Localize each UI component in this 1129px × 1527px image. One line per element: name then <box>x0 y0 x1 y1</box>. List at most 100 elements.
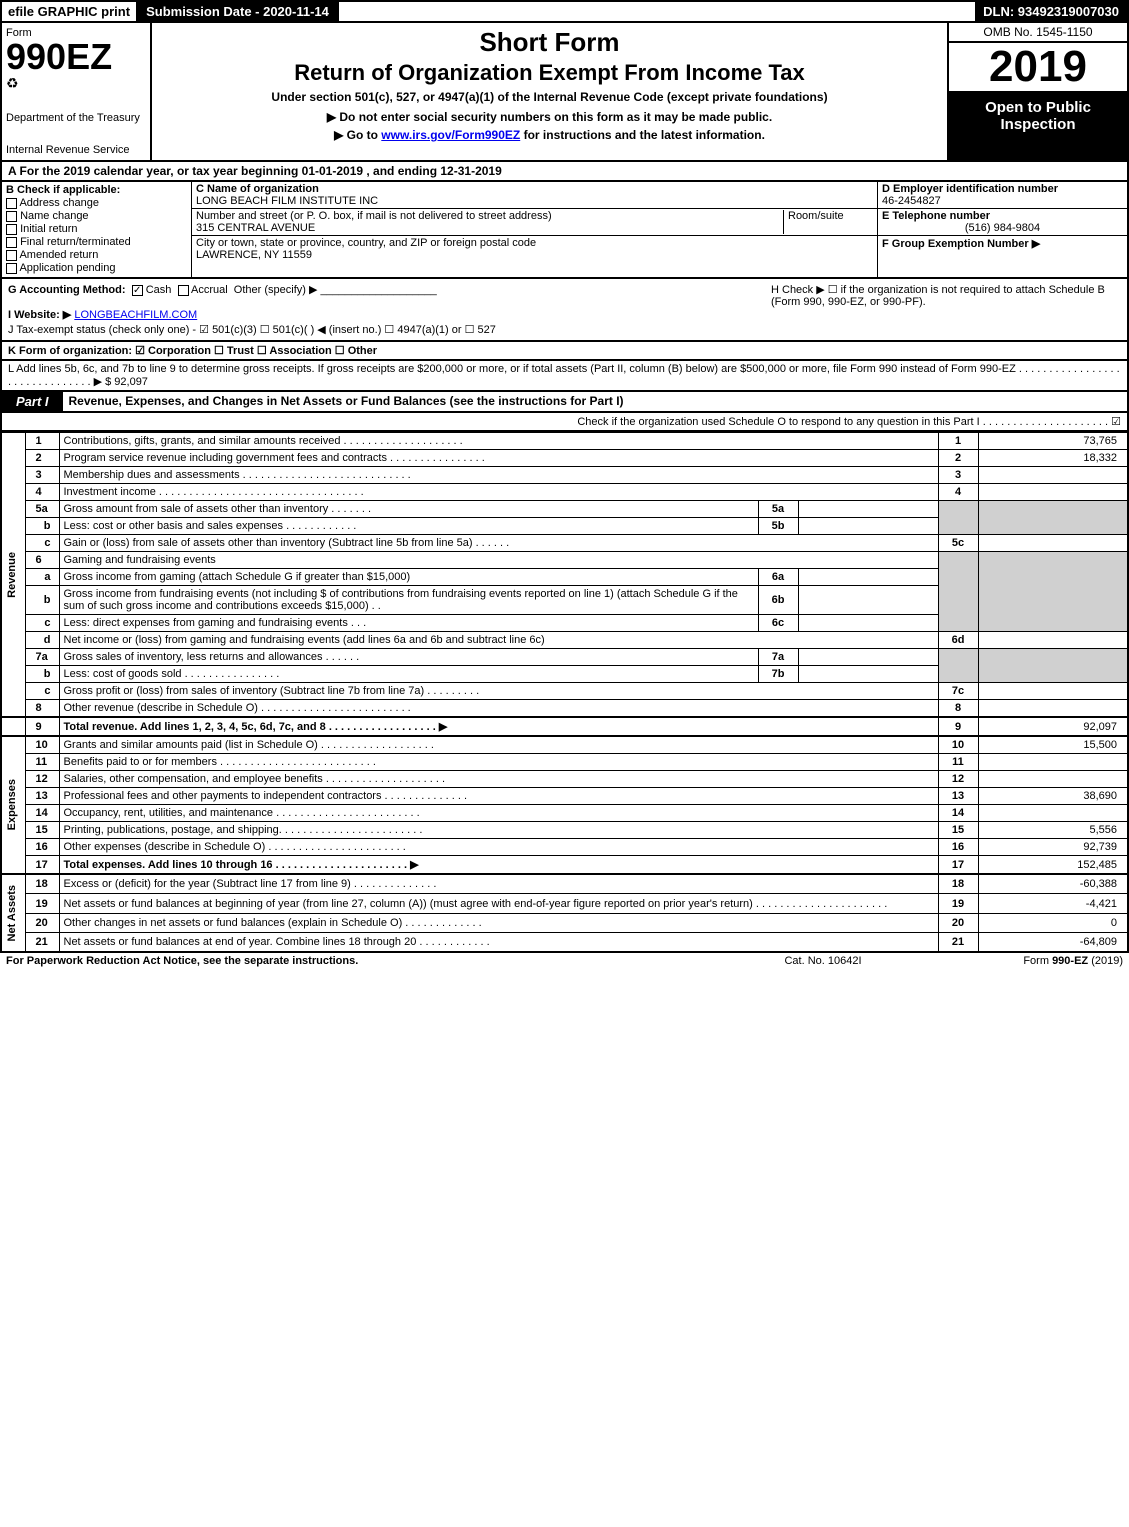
chk-amended[interactable]: Amended return <box>6 249 187 261</box>
chk-name[interactable]: Name change <box>6 210 187 222</box>
num-19: 19 <box>938 894 978 913</box>
shade-6v <box>978 552 1128 632</box>
ln-11: 11 <box>25 754 59 771</box>
num-2: 2 <box>938 450 978 467</box>
box-b: B Check if applicable: Address change Na… <box>2 182 192 277</box>
mval-6a <box>798 569 938 586</box>
desc-2: Program service revenue including govern… <box>59 450 938 467</box>
num-9: 9 <box>938 717 978 736</box>
mval-5a <box>798 501 938 518</box>
desc-12: Salaries, other compensation, and employ… <box>59 771 938 788</box>
ln-5b: b <box>25 518 59 535</box>
chk-pending[interactable]: Application pending <box>6 262 187 274</box>
rev-bottom <box>1 717 25 736</box>
line-a: A For the 2019 calendar year, or tax yea… <box>0 162 1129 182</box>
mval-7a <box>798 649 938 666</box>
line-j: J Tax-exempt status (check only one) - ☑… <box>8 323 771 336</box>
desc-6a: Gross income from gaming (attach Schedul… <box>59 569 758 586</box>
ln-6d: d <box>25 632 59 649</box>
val-21: -64,809 <box>978 933 1128 953</box>
ln-12: 12 <box>25 771 59 788</box>
box-def: D Employer identification number 46-2454… <box>877 182 1127 277</box>
irs-link[interactable]: www.irs.gov/Form990EZ <box>381 128 520 142</box>
num-13: 13 <box>938 788 978 805</box>
val-20: 0 <box>978 913 1128 932</box>
ln-19: 19 <box>25 894 59 913</box>
line-g: G Accounting Method: ✓ Cash Accrual Othe… <box>8 283 771 336</box>
num-14: 14 <box>938 805 978 822</box>
val-18: -60,388 <box>978 874 1128 894</box>
mini-7b: 7b <box>758 666 798 683</box>
desc-20: Other changes in net assets or fund bala… <box>59 913 938 932</box>
ln-8: 8 <box>25 700 59 718</box>
chk-address[interactable]: Address change <box>6 197 187 209</box>
desc-13: Professional fees and other payments to … <box>59 788 938 805</box>
val-6d <box>978 632 1128 649</box>
chk-amended-label: Amended return <box>19 249 98 261</box>
ein: 46-2454827 <box>882 195 1123 207</box>
val-14 <box>978 805 1128 822</box>
desc-14: Occupancy, rent, utilities, and maintena… <box>59 805 938 822</box>
addr-label: Number and street (or P. O. box, if mail… <box>196 210 783 222</box>
shade-7v <box>978 649 1128 683</box>
ln-7a: 7a <box>25 649 59 666</box>
val-7c <box>978 683 1128 700</box>
omb: OMB No. 1545-1150 <box>949 23 1127 43</box>
val-4 <box>978 484 1128 501</box>
chk-address-label: Address change <box>19 197 99 209</box>
shade-6 <box>938 552 978 632</box>
val-11 <box>978 754 1128 771</box>
irs: Internal Revenue Service <box>6 144 146 156</box>
e-label: E Telephone number <box>882 210 1123 222</box>
sub3-pre: ▶ Go to <box>334 128 381 142</box>
chk-final[interactable]: Final return/terminated <box>6 236 187 248</box>
d-label: D Employer identification number <box>882 183 1123 195</box>
chk-cash[interactable]: ✓ <box>132 285 143 296</box>
num-8: 8 <box>938 700 978 718</box>
ln-6: 6 <box>25 552 59 569</box>
num-7c: 7c <box>938 683 978 700</box>
section-b: B Check if applicable: Address change Na… <box>0 182 1129 279</box>
top-bar: efile GRAPHIC print Submission Date - 20… <box>0 0 1129 23</box>
val-1: 73,765 <box>978 433 1128 450</box>
desc-4: Investment income . . . . . . . . . . . … <box>59 484 938 501</box>
desc-6: Gaming and fundraising events <box>59 552 938 569</box>
desc-1: Contributions, gifts, grants, and simila… <box>59 433 938 450</box>
sub1: Under section 501(c), 527, or 4947(a)(1)… <box>160 90 939 104</box>
chk-initial[interactable]: Initial return <box>6 223 187 235</box>
tax-year: 2019 <box>949 43 1127 93</box>
sub3-post: for instructions and the latest informat… <box>520 128 765 142</box>
chk-initial-label: Initial return <box>20 223 77 235</box>
dln: DLN: 93492319007030 <box>975 2 1127 21</box>
num-4: 4 <box>938 484 978 501</box>
efile-label[interactable]: efile GRAPHIC print <box>2 2 136 21</box>
num-1: 1 <box>938 433 978 450</box>
num-6d: 6d <box>938 632 978 649</box>
desc-18: Excess or (deficit) for the year (Subtra… <box>59 874 938 894</box>
desc-9: Total revenue. Add lines 1, 2, 3, 4, 5c,… <box>59 717 938 736</box>
footer-mid: Cat. No. 10642I <box>723 955 923 967</box>
check-o: Check if the organization used Schedule … <box>0 413 1129 432</box>
l-text: L Add lines 5b, 6c, and 7b to line 9 to … <box>8 363 1120 388</box>
room-label: Room/suite <box>783 210 873 234</box>
ln-7b: b <box>25 666 59 683</box>
g-label: G Accounting Method: <box>8 284 126 296</box>
desc-8: Other revenue (describe in Schedule O) .… <box>59 700 938 718</box>
recycle-icon: ♻ <box>6 75 146 92</box>
mini-6b: 6b <box>758 586 798 615</box>
ln-20: 20 <box>25 913 59 932</box>
val-5c <box>978 535 1128 552</box>
g-accrual: Accrual <box>191 284 228 296</box>
g-cash: Cash <box>146 284 172 296</box>
chk-accrual[interactable] <box>178 285 189 296</box>
ln-9: 9 <box>25 717 59 736</box>
website-link[interactable]: LONGBEACHFILM.COM <box>74 309 197 321</box>
short-form-title: Short Form <box>160 27 939 58</box>
box-c: C Name of organization LONG BEACH FILM I… <box>192 182 877 277</box>
desc-5b: Less: cost or other basis and sales expe… <box>59 518 758 535</box>
desc-10: Grants and similar amounts paid (list in… <box>59 736 938 754</box>
form-number: 990EZ <box>6 39 146 75</box>
num-18: 18 <box>938 874 978 894</box>
val-3 <box>978 467 1128 484</box>
right-box: OMB No. 1545-1150 2019 Open to Public In… <box>947 23 1127 160</box>
